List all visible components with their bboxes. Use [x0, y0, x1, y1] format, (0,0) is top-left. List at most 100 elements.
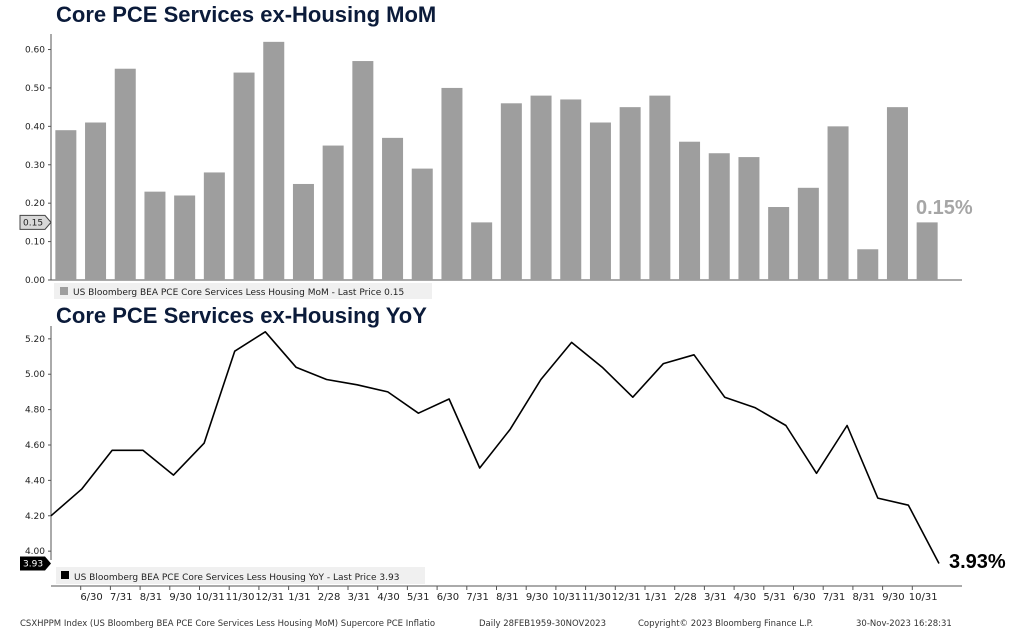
x-axis: 6/30 7/31 8/31 9/30 10/31 11/30 12/31 1/31 2/28 3… [80, 586, 938, 603]
mom-legend: US Bloomberg BEA PCE Core Services Less … [54, 283, 432, 299]
x-tick-label: 9/30 [169, 592, 191, 603]
x-tick-label: 10/31 [552, 592, 581, 603]
mom-bar [441, 87, 463, 280]
yoy-last-price-tag-label: 3.93 [23, 560, 43, 570]
x-tick-label: 5/31 [763, 592, 785, 603]
mom-bar [322, 145, 344, 280]
x-tick-label: 11/30 [582, 592, 611, 603]
mom-bar [530, 95, 552, 280]
mom-bar [768, 207, 790, 280]
mom-bar [144, 191, 166, 280]
mom-bar [471, 222, 493, 280]
footer-range-text: Daily 28FEB1959-30NOV2023 [479, 619, 606, 629]
x-tick-label: 7/31 [823, 592, 845, 603]
mom-bar [382, 137, 404, 280]
mom-legend-label: US Bloomberg BEA PCE Core Services Less … [73, 288, 404, 298]
x-tick-label: 6/30 [793, 592, 815, 603]
footer-index-text: CSXHPPM Index (US Bloomberg BEA PCE Core… [20, 619, 435, 629]
yoy-y-tick-label: 5.20 [25, 335, 45, 345]
mom-bar [292, 183, 314, 280]
mom-bar [411, 168, 433, 280]
x-tick-label: 6/30 [80, 592, 102, 603]
x-tick-label: 10/31 [196, 592, 225, 603]
mom-y-tick-label: 0.00 [25, 276, 45, 286]
footer-timestamp: 30-Nov-2023 16:28:31 [856, 619, 952, 629]
x-tick-label: 7/31 [466, 592, 488, 603]
x-tick-label: 1/31 [288, 592, 310, 603]
yoy-y-tick-label: 4.00 [25, 547, 45, 557]
x-tick-label: 4/30 [377, 592, 399, 603]
yoy-y-tick-label: 5.00 [25, 370, 45, 380]
yoy-series-line [50, 331, 940, 564]
footer-copyright: Copyright© 2023 Bloomberg Finance L.P. [638, 619, 813, 629]
x-tick-label: 4/30 [734, 592, 756, 603]
x-tick-label: 11/30 [226, 592, 255, 603]
mom-y-tick-label: 0.30 [25, 161, 45, 171]
x-tick-label: 2/28 [318, 592, 340, 603]
mom-bar [560, 99, 582, 280]
mom-last-price-tag: 0.15 [19, 214, 52, 230]
yoy-last-value-annotation: 3.93% [949, 551, 1006, 573]
mom-bar [708, 153, 730, 280]
x-tick-label: 9/30 [526, 592, 548, 603]
x-tick-label: 12/31 [255, 592, 284, 603]
x-tick-label: 3/31 [348, 592, 370, 603]
mom-y-tick-label: 0.60 [25, 46, 45, 56]
yoy-y-tick-label: 4.60 [25, 441, 45, 451]
mom-chart-title: Core PCE Services ex-Housing MoM [56, 2, 436, 27]
mom-y-tick-label: 0.40 [25, 122, 45, 132]
mom-last-value-annotation: 0.15% [916, 197, 973, 219]
x-tick-label: 2/28 [674, 592, 696, 603]
mom-last-price-tag-label: 0.15 [23, 218, 43, 228]
mom-bar [203, 172, 225, 280]
mom-bar [619, 107, 641, 281]
mom-bar [797, 187, 819, 280]
footer: CSXHPPM Index (US Bloomberg BEA PCE Core… [20, 619, 952, 629]
mom-y-tick-label: 0.50 [25, 84, 45, 94]
mom-bar [827, 126, 849, 280]
mom-bar [500, 103, 522, 280]
yoy-chart-title: Core PCE Services ex-Housing YoY [56, 303, 427, 328]
mom-bar [263, 41, 285, 280]
x-tick-label: 6/30 [437, 592, 459, 603]
mom-bar [916, 222, 938, 280]
mom-y-axis: 0.00 0.10 0.20 0.30 0.40 0.50 0.60 [25, 34, 962, 286]
mom-bar [679, 141, 701, 280]
mom-y-tick-label: 0.10 [25, 238, 45, 248]
yoy-y-tick-label: 4.80 [25, 406, 45, 416]
mom-bar [352, 61, 374, 280]
yoy-last-price-tag: 3.93 [20, 556, 51, 571]
mom-bar [55, 130, 77, 280]
mom-y-tick-label: 0.20 [25, 199, 45, 209]
yoy-y-tick-label: 4.40 [25, 476, 45, 486]
x-tick-label: 10/31 [909, 592, 938, 603]
mom-bar [233, 72, 255, 280]
x-tick-label: 8/31 [496, 592, 518, 603]
mom-bar [114, 68, 136, 280]
mom-bar [174, 195, 196, 280]
mom-bar [886, 107, 908, 281]
x-tick-label: 7/31 [110, 592, 132, 603]
mom-legend-swatch [60, 287, 68, 295]
mom-bar [649, 95, 671, 280]
mom-bar [589, 122, 611, 280]
yoy-legend: US Bloomberg BEA PCE Core Services Less … [56, 567, 425, 584]
x-tick-label: 3/31 [704, 592, 726, 603]
x-tick-label: 9/30 [882, 592, 904, 603]
mom-bar [85, 122, 107, 280]
yoy-panel: Core PCE Services ex-Housing YoY 4.00 4.2… [20, 303, 1006, 587]
x-tick-label: 12/31 [612, 592, 641, 603]
mom-bar [857, 249, 879, 280]
mom-bars [55, 41, 938, 281]
yoy-y-tick-label: 4.20 [25, 512, 45, 522]
x-tick-label: 1/31 [645, 592, 667, 603]
x-tick-label: 5/31 [407, 592, 429, 603]
x-tick-label: 8/31 [853, 592, 875, 603]
yoy-legend-label: US Bloomberg BEA PCE Core Services Less … [74, 573, 399, 583]
yoy-legend-swatch [61, 571, 69, 579]
yoy-y-axis: 4.00 4.20 4.40 4.60 4.80 5.00 5.20 [25, 326, 962, 587]
mom-bar [738, 157, 760, 280]
x-tick-label: 8/31 [140, 592, 162, 603]
mom-panel: Core PCE Services ex-Housing MoM 0.00 0.1… [19, 2, 973, 299]
